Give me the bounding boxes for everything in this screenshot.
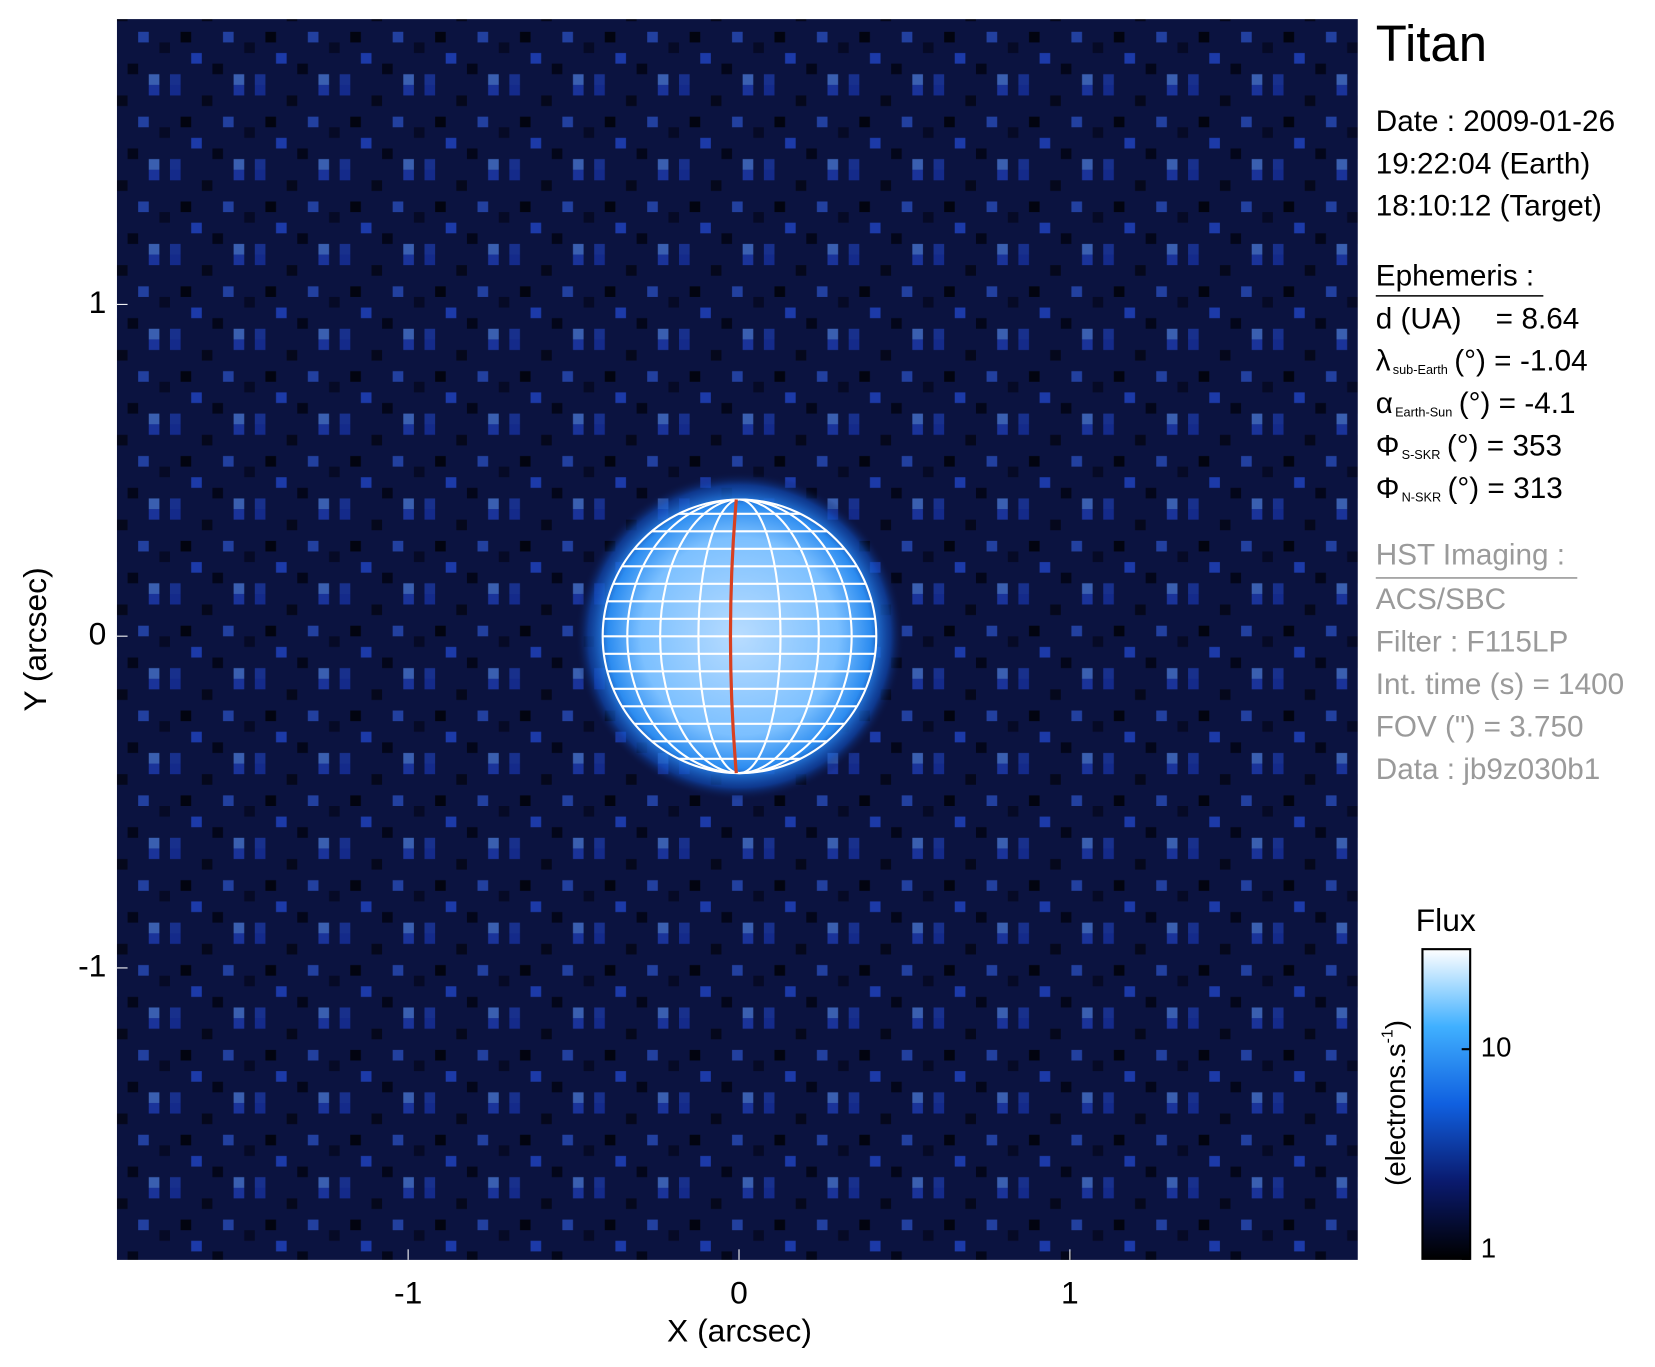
label-end: ) xyxy=(1380,1020,1411,1029)
imaging-line: Filter : F115LP xyxy=(1376,626,1569,659)
ephemeris-row: Φ S-SKR (°) = 353 xyxy=(1376,429,1562,462)
ephemeris-row: α Earth-Sun (°) = -4.1 xyxy=(1376,387,1576,420)
colorbar-tick-label: 10 xyxy=(1481,1031,1512,1062)
ephemeris-heading: Ephemeris : xyxy=(1376,260,1534,293)
imaging-line: ACS/SBC xyxy=(1376,583,1506,616)
row-label: d (UA) xyxy=(1376,302,1462,335)
row-unit: = xyxy=(1496,302,1513,335)
imaging-line: Int. time (s) = 1400 xyxy=(1376,668,1624,701)
row-value: 313 xyxy=(1513,472,1563,505)
y-tick-label: 0 xyxy=(89,616,107,652)
row-label: α xyxy=(1376,387,1393,420)
imaging-line: FOV (") = 3.750 xyxy=(1376,710,1584,743)
x-tick-label: 0 xyxy=(730,1274,748,1310)
row-value: 353 xyxy=(1513,429,1563,462)
colorbar-title: Flux xyxy=(1416,902,1476,938)
x-tick-label: 1 xyxy=(1061,1274,1079,1310)
colorbar-tick-label: 1 xyxy=(1481,1233,1496,1264)
x-tick-label: -1 xyxy=(394,1274,422,1310)
row-subscript: sub-Earth xyxy=(1393,363,1448,378)
date-line: 19:22:04 (Earth) xyxy=(1376,147,1591,180)
date-line: Date : 2009-01-26 xyxy=(1376,105,1615,138)
y-tick-label: 1 xyxy=(89,284,107,320)
imaging-heading: HST Imaging : xyxy=(1376,539,1565,572)
label-text: (electrons.s xyxy=(1380,1043,1411,1185)
ephemeris-row: Φ N-SKR (°) = 313 xyxy=(1376,472,1563,505)
y-axis-label: Y (arcsec) xyxy=(17,567,53,711)
row-subscript: S-SKR xyxy=(1402,447,1441,462)
label-sup: -1 xyxy=(1380,1029,1397,1043)
row-subscript: Earth-Sun xyxy=(1395,405,1452,420)
row-unit: (°) = xyxy=(1454,345,1511,378)
title: Titan xyxy=(1376,15,1487,72)
row-value: 8.64 xyxy=(1521,302,1579,335)
longitude-line xyxy=(626,498,853,775)
row-label: Φ xyxy=(1376,429,1400,462)
row-value: -1.04 xyxy=(1520,345,1588,378)
date-line: 18:10:12 (Target) xyxy=(1376,190,1602,223)
row-unit: (°) = xyxy=(1459,387,1516,420)
row-subscript: N-SKR xyxy=(1402,490,1442,505)
row-label: Φ xyxy=(1376,472,1400,505)
globe-grid xyxy=(601,498,878,775)
y-tick-label: -1 xyxy=(78,947,106,983)
ephemeris-row: d (UA) = 8.64 xyxy=(1376,302,1579,335)
x-axis-label: X (arcsec) xyxy=(667,1312,812,1348)
ephemeris-row: λ sub-Earth (°) = -1.04 xyxy=(1376,345,1588,378)
row-value: -4.1 xyxy=(1524,387,1575,420)
colorbar xyxy=(1421,948,1472,1260)
colorbar-label: (electrons.s-1) xyxy=(1380,1020,1412,1186)
imaging-line: Data : jb9z030b1 xyxy=(1376,753,1600,786)
row-unit: (°) = xyxy=(1447,429,1504,462)
central-meridian xyxy=(728,499,738,774)
row-unit: (°) = xyxy=(1448,472,1505,505)
row-label: λ xyxy=(1376,345,1391,378)
